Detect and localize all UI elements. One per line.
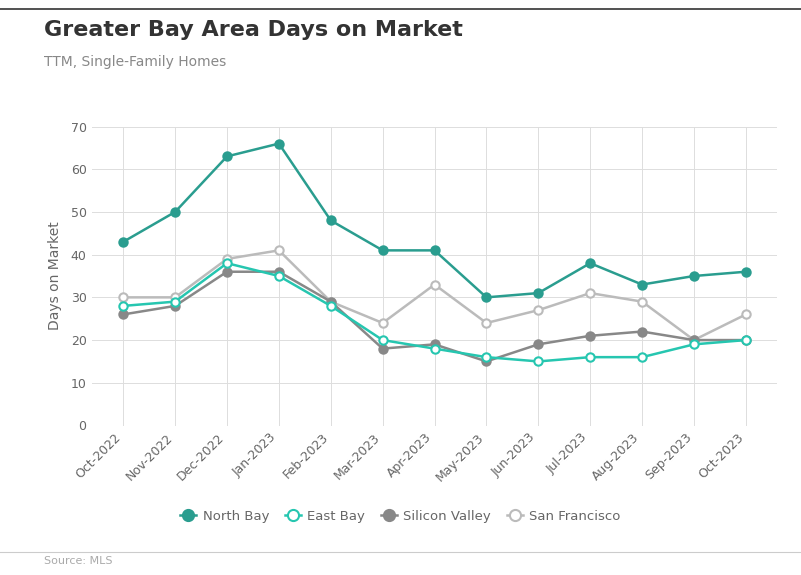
San Francisco xyxy=(222,255,231,262)
East Bay xyxy=(429,345,439,352)
San Francisco xyxy=(378,320,388,327)
North Bay xyxy=(274,140,284,147)
San Francisco xyxy=(638,298,647,305)
East Bay xyxy=(741,336,751,343)
San Francisco xyxy=(741,311,751,318)
North Bay xyxy=(481,294,491,301)
Text: Greater Bay Area Days on Market: Greater Bay Area Days on Market xyxy=(44,20,463,40)
East Bay xyxy=(326,302,336,309)
North Bay xyxy=(586,260,595,267)
Silicon Valley xyxy=(741,336,751,343)
East Bay xyxy=(274,273,284,279)
Y-axis label: Days on Market: Days on Market xyxy=(48,221,62,331)
San Francisco xyxy=(326,298,336,305)
Line: North Bay: North Bay xyxy=(119,139,750,301)
Silicon Valley xyxy=(638,328,647,335)
Text: TTM, Single-Family Homes: TTM, Single-Family Homes xyxy=(44,55,227,68)
East Bay xyxy=(171,298,180,305)
Silicon Valley xyxy=(378,345,388,352)
San Francisco xyxy=(533,306,543,313)
Line: Silicon Valley: Silicon Valley xyxy=(119,267,750,366)
East Bay xyxy=(533,358,543,365)
Legend: North Bay, East Bay, Silicon Valley, San Francisco: North Bay, East Bay, Silicon Valley, San… xyxy=(175,505,626,528)
Silicon Valley xyxy=(429,341,439,348)
East Bay xyxy=(378,336,388,343)
San Francisco xyxy=(171,294,180,301)
North Bay xyxy=(326,217,336,224)
San Francisco xyxy=(119,294,128,301)
Silicon Valley xyxy=(222,269,231,275)
North Bay xyxy=(429,247,439,254)
Silicon Valley xyxy=(586,332,595,339)
North Bay xyxy=(689,273,698,279)
San Francisco xyxy=(586,290,595,297)
East Bay xyxy=(586,354,595,361)
Text: Source: MLS: Source: MLS xyxy=(44,557,113,566)
North Bay xyxy=(119,239,128,246)
North Bay xyxy=(378,247,388,254)
Silicon Valley xyxy=(481,358,491,365)
San Francisco xyxy=(481,320,491,327)
Silicon Valley xyxy=(533,341,543,348)
North Bay xyxy=(171,209,180,216)
San Francisco xyxy=(429,281,439,288)
North Bay xyxy=(741,269,751,275)
North Bay xyxy=(222,153,231,160)
Line: East Bay: East Bay xyxy=(119,259,750,366)
Silicon Valley xyxy=(171,302,180,309)
North Bay xyxy=(638,281,647,288)
North Bay xyxy=(533,290,543,297)
East Bay xyxy=(689,341,698,348)
Silicon Valley xyxy=(119,311,128,318)
Silicon Valley xyxy=(689,336,698,343)
Silicon Valley xyxy=(274,269,284,275)
East Bay xyxy=(638,354,647,361)
East Bay xyxy=(481,354,491,361)
San Francisco xyxy=(689,336,698,343)
Silicon Valley xyxy=(326,298,336,305)
Line: San Francisco: San Francisco xyxy=(119,246,750,344)
East Bay xyxy=(119,302,128,309)
San Francisco xyxy=(274,247,284,254)
East Bay xyxy=(222,260,231,267)
